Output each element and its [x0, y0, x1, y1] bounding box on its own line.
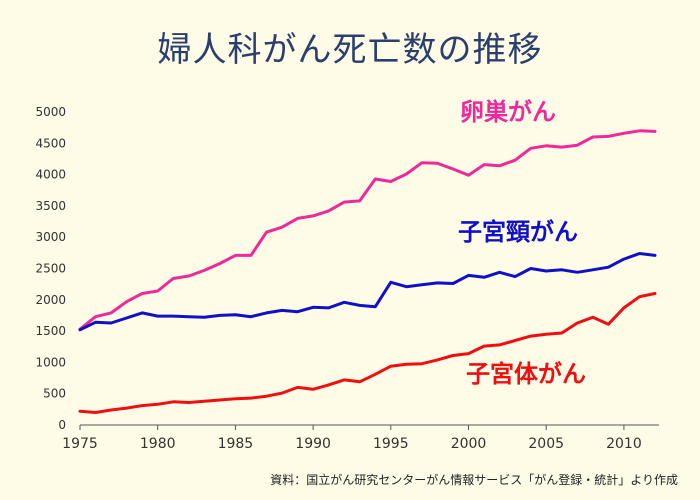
x-tick-label: 1980	[140, 436, 176, 452]
data-source-note: 資料：国立がん研究センターがん情報サービス「がん登録・統計」より作成	[270, 473, 678, 487]
y-tick-label: 5000	[35, 105, 66, 119]
x-tick-label: 2000	[451, 436, 487, 452]
y-tick-label: 2500	[35, 262, 66, 276]
chart-title: 婦人科がん死亡数の推移	[157, 30, 543, 70]
series-label-ovarian: 卵巣がん	[460, 98, 556, 126]
series-line-endometrial	[78, 292, 657, 414]
y-tick-label: 500	[43, 387, 66, 401]
series-label-endometrial: 子宮体がん	[466, 360, 586, 388]
y-tick-label: 3000	[35, 230, 66, 244]
x-tick-label: 1975	[62, 436, 98, 452]
x-tick-label: 2010	[606, 436, 642, 452]
series-line-ovarian	[78, 129, 657, 331]
x-tick-label: 2005	[528, 436, 564, 452]
y-tick-label: 3500	[35, 199, 66, 213]
y-tick-label: 4000	[35, 168, 66, 182]
x-tick-label: 1985	[218, 436, 254, 452]
x-tick-label: 1995	[373, 436, 409, 452]
y-tick-label: 0	[58, 418, 66, 432]
series-label-cervical: 子宮頸がん	[458, 218, 578, 246]
y-tick-label: 4500	[35, 136, 66, 150]
series-line-cervical	[78, 252, 657, 332]
y-tick-label: 1000	[35, 355, 66, 369]
y-tick-label: 1500	[35, 324, 66, 338]
x-tick-label: 1990	[295, 436, 331, 452]
y-tick-label: 2000	[35, 293, 66, 307]
